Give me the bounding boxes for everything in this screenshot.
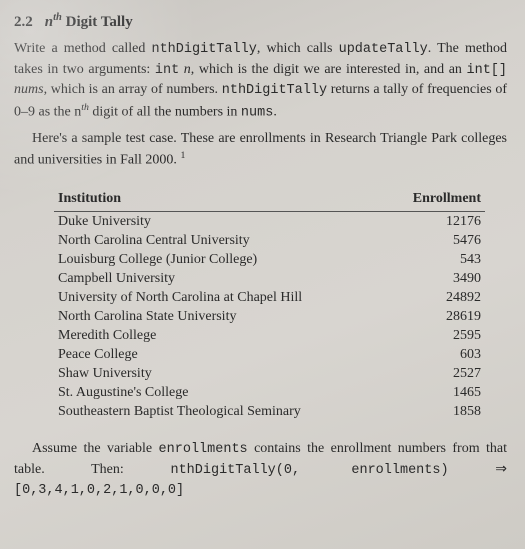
cell-institution: Campbell University xyxy=(54,269,385,288)
paragraph-1: Write a method called nthDigitTally, whi… xyxy=(14,39,507,123)
enrollment-table: Institution Enrollment Duke University12… xyxy=(54,189,485,421)
cell-enrollment: 24892 xyxy=(385,288,485,307)
table-row: North Carolina Central University5476 xyxy=(54,231,485,250)
code-int: int xyxy=(155,63,179,78)
cell-enrollment: 603 xyxy=(385,345,485,364)
footnote-mark: 1 xyxy=(180,150,185,161)
code-nums: nums xyxy=(241,105,273,120)
cell-institution: Peace College xyxy=(54,345,385,364)
table-row: Peace College603 xyxy=(54,345,485,364)
col-institution: Institution xyxy=(54,189,385,212)
section-header: 2.2 nth Digit Tally xyxy=(14,12,507,31)
code-updatetally: updateTally xyxy=(339,42,428,57)
cell-institution: Duke University xyxy=(54,212,385,232)
table-row: Duke University12176 xyxy=(54,212,485,232)
cell-institution: North Carolina Central University xyxy=(54,231,385,250)
table-row: Southeastern Baptist Theological Seminar… xyxy=(54,402,485,421)
table-row: North Carolina State University28619 xyxy=(54,307,485,326)
cell-institution: Meredith College xyxy=(54,326,385,345)
code-nthdigittally-2: nthDigitTally xyxy=(222,83,327,98)
table-row: Campbell University3490 xyxy=(54,269,485,288)
section-number: 2.2 xyxy=(14,14,33,31)
title-rest: Digit Tally xyxy=(62,14,133,30)
cell-enrollment: 543 xyxy=(385,250,485,269)
cell-enrollment: 1858 xyxy=(385,402,485,421)
cell-enrollment: 12176 xyxy=(385,212,485,232)
title-var: nth xyxy=(45,14,62,30)
cell-institution: St. Augustine's College xyxy=(54,383,385,402)
cell-institution: University of North Carolina at Chapel H… xyxy=(54,288,385,307)
paragraph-3: Assume the variable enrollments contains… xyxy=(14,439,507,501)
cell-enrollment: 1465 xyxy=(385,383,485,402)
enrollment-table-wrap: Institution Enrollment Duke University12… xyxy=(54,189,485,421)
cell-institution: Louisburg College (Junior College) xyxy=(54,250,385,269)
code-call: nthDigitTally(0, enrollments) xyxy=(170,463,448,478)
table-row: St. Augustine's College1465 xyxy=(54,383,485,402)
table-row: Meredith College2595 xyxy=(54,326,485,345)
paragraph-2: Here's a sample test case. These are enr… xyxy=(14,129,507,171)
cell-enrollment: 28619 xyxy=(385,307,485,326)
cell-enrollment: 2595 xyxy=(385,326,485,345)
cell-enrollment: 2527 xyxy=(385,364,485,383)
code-int-array: int[] xyxy=(467,63,508,78)
table-header-row: Institution Enrollment xyxy=(54,189,485,212)
table-row: Shaw University2527 xyxy=(54,364,485,383)
code-enrollments: enrollments xyxy=(159,442,248,457)
col-enrollment: Enrollment xyxy=(385,189,485,212)
code-result: [0,3,4,1,0,2,1,0,0,0] xyxy=(14,483,184,498)
table-row: University of North Carolina at Chapel H… xyxy=(54,288,485,307)
cell-enrollment: 3490 xyxy=(385,269,485,288)
table-row: Louisburg College (Junior College)543 xyxy=(54,250,485,269)
cell-institution: Southeastern Baptist Theological Seminar… xyxy=(54,402,385,421)
cell-institution: North Carolina State University xyxy=(54,307,385,326)
cell-institution: Shaw University xyxy=(54,364,385,383)
code-nthdigittally: nthDigitTally xyxy=(151,42,256,57)
cell-enrollment: 5476 xyxy=(385,231,485,250)
page-content: 2.2 nth Digit Tally Write a method called… xyxy=(0,0,525,519)
